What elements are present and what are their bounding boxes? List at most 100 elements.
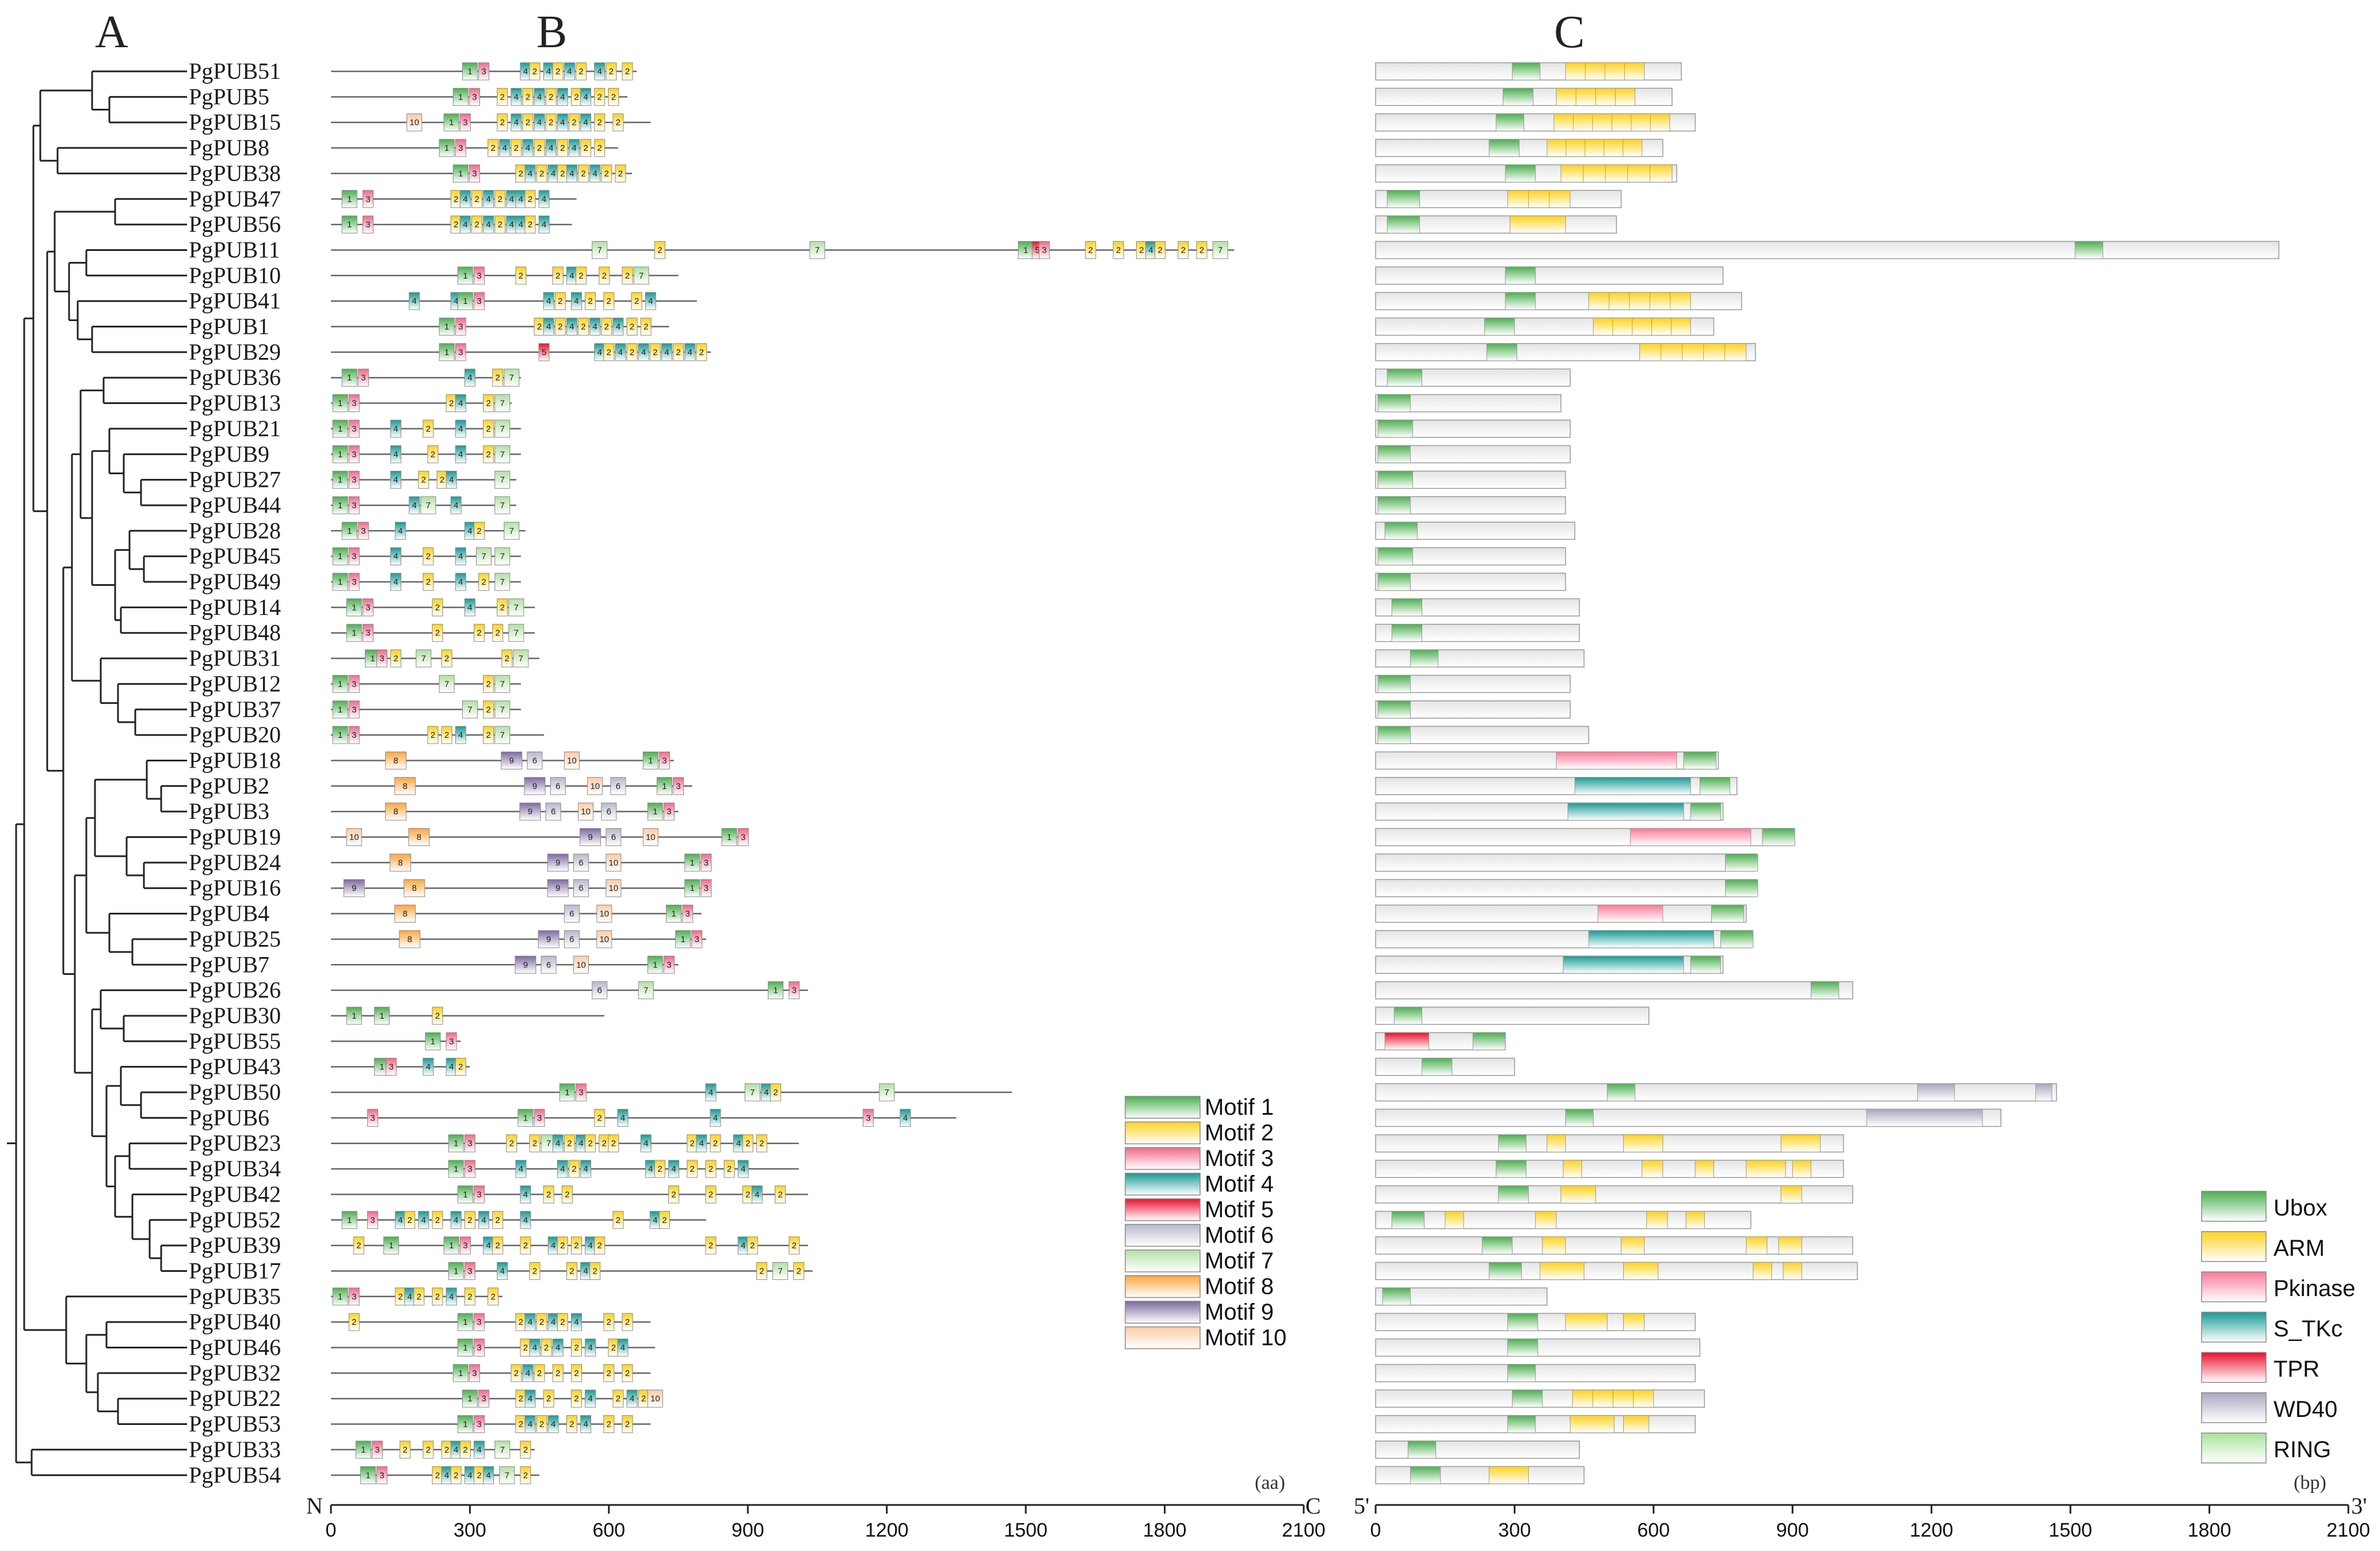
motif-number: 1	[444, 143, 449, 153]
gene-label: PgPUB20	[189, 722, 281, 748]
motif-box	[499, 139, 511, 157]
gene-label: PgPUB7	[189, 951, 269, 977]
motif-number: 4	[578, 1139, 583, 1149]
motif-number: 4	[523, 1215, 528, 1225]
motif-box	[563, 751, 580, 769]
motif-box	[494, 190, 506, 208]
motif-box	[357, 521, 369, 540]
motif-number: 2	[537, 143, 542, 153]
motif-number: 2	[759, 1266, 764, 1276]
motif-number: 2	[581, 322, 585, 332]
motif-box	[594, 1236, 606, 1255]
motif-box	[390, 649, 402, 668]
motif-number: 2	[690, 1139, 695, 1149]
domain-legend-label: WD40	[2274, 1397, 2337, 1422]
motif-box	[615, 343, 626, 361]
domain-ubox	[1505, 266, 1536, 285]
domain-arm	[1445, 1211, 1464, 1229]
gene-label: PgPUB46	[189, 1335, 281, 1361]
motif-number: 2	[496, 373, 500, 383]
motif-number: 4	[412, 501, 417, 510]
motif-number: 4	[648, 1164, 653, 1174]
motif-box	[617, 1108, 629, 1127]
motif-box	[534, 87, 545, 106]
motif-number: 1	[379, 1062, 384, 1072]
motif-legend-label: Motif 3	[1205, 1146, 1274, 1171]
motif-number: 2	[574, 1241, 578, 1251]
motif-number: 2	[609, 67, 614, 77]
motif-box	[483, 215, 494, 234]
motif-number: 1	[338, 449, 342, 459]
motif-number: 7	[500, 730, 505, 740]
domain-arm	[1509, 215, 1566, 234]
motif-number: 4	[688, 348, 692, 357]
motif-number: 2	[574, 1343, 578, 1353]
motif-number: 7	[444, 679, 449, 689]
motif-number: 2	[467, 1215, 472, 1225]
motif-box	[770, 1083, 782, 1102]
motif-number: 10	[576, 960, 586, 970]
motif-number: 5	[542, 348, 546, 357]
motif-number: 2	[463, 1445, 467, 1455]
motif-box	[617, 1339, 629, 1356]
motif-number: 1	[338, 679, 342, 689]
motif-number: 4	[449, 1062, 454, 1072]
domain-ubox	[2074, 241, 2103, 259]
motif-legend-label: Motif 10	[1205, 1325, 1286, 1351]
motif-number: 2	[653, 348, 657, 357]
motif-number: 2	[528, 195, 532, 204]
motif-box	[464, 1160, 475, 1178]
motif-number: 1	[347, 373, 352, 383]
motif-number: 8	[393, 756, 398, 765]
motif-number: 1	[338, 424, 342, 434]
gene-bar	[1375, 1466, 1585, 1484]
gene-bar	[1375, 1262, 1858, 1281]
motif-box	[1178, 241, 1189, 259]
axis-b: 0 300 600 900 1200 1500 1800 2100 (aa) N C	[306, 1472, 1326, 1541]
motif-number: 2	[408, 1215, 412, 1225]
motif-number: 4	[588, 1394, 592, 1404]
motif-number: 4	[528, 169, 532, 178]
gene-label: PgPUB4	[189, 901, 269, 927]
axis-tick-label: 900	[1776, 1519, 1809, 1541]
motif-number: 3	[458, 322, 463, 332]
motif-box	[420, 496, 436, 515]
motif-number: 2	[607, 1420, 611, 1430]
motif-legend-swatch	[1125, 1121, 1201, 1145]
motif-box	[353, 1236, 364, 1255]
domain-ubox	[1391, 1211, 1425, 1229]
domain-ubox	[1711, 905, 1745, 923]
motif-number: 3	[370, 1215, 375, 1225]
motif-box	[492, 368, 504, 387]
motif-box	[673, 343, 684, 361]
motif-box	[459, 1441, 471, 1459]
domain-ubox	[1377, 726, 1411, 744]
motif-box	[494, 1441, 511, 1459]
domain-legend-swatch	[2201, 1352, 2267, 1383]
axis-tick-label: 0	[1370, 1519, 1381, 1541]
domain-legend-label: TPR	[2274, 1356, 2320, 1382]
motif-number: 2	[449, 399, 454, 409]
motif-box	[573, 955, 589, 974]
domain-arm	[1685, 1211, 1705, 1229]
motif-number: 4	[393, 424, 398, 434]
motif-box	[571, 292, 582, 310]
motif-number: 2	[440, 475, 444, 485]
domain-ubox	[1690, 802, 1722, 821]
motif-box	[348, 1313, 360, 1331]
motif-number: 3	[667, 807, 671, 817]
motif-box	[527, 751, 543, 769]
motif-box	[474, 266, 485, 285]
motif-number: 4	[454, 1445, 458, 1455]
motif-box	[522, 139, 534, 157]
motif-box	[585, 292, 596, 310]
motif-box	[547, 853, 569, 872]
motif-number: 4	[467, 526, 472, 536]
motif-number: 2	[604, 169, 609, 178]
motif-box	[455, 445, 466, 463]
motif-number: 4	[514, 118, 519, 128]
motif-number: 4	[546, 296, 551, 306]
gene-label: PgPUB8	[189, 135, 269, 161]
motif-box	[608, 1134, 619, 1153]
motif-box	[594, 139, 606, 157]
